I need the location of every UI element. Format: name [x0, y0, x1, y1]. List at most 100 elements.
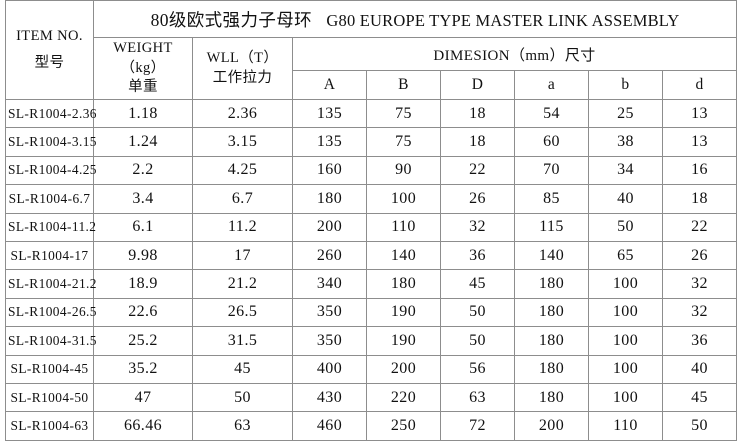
cell-d: 36	[440, 240, 515, 271]
cell-b: 190	[366, 297, 441, 328]
cell-d: 32	[661, 269, 738, 299]
cell-item-no: SL-R1004-21.2	[5, 269, 97, 299]
cell-d: 45	[440, 269, 515, 299]
cell-a: 115	[514, 212, 589, 242]
cell-d: 63	[440, 382, 515, 413]
header-dim-b-lower: b	[588, 70, 663, 100]
cell-d: 26	[440, 184, 515, 214]
table-row: SL-R1004-21.2 18.9 21.2 340 180 45 180 100 32	[5, 269, 738, 299]
cell-wll: 6.7	[192, 184, 293, 214]
cell-b: 75	[366, 127, 441, 157]
cell-a: 160	[292, 155, 367, 186]
cell-b: 100	[588, 382, 663, 413]
cell-b: 40	[588, 184, 663, 214]
cell-weight: 22.6	[93, 297, 193, 328]
cell-a: 180	[514, 269, 589, 299]
table-row: SL-R1004-2.36 1.18 2.36 135 75 18 54 25 13	[5, 98, 738, 129]
cell-d: 22	[440, 155, 515, 186]
cell-b: 100	[588, 297, 663, 328]
cell-a: 180	[292, 184, 367, 214]
table-title: 80级欧式强力子母环 G80 EUROPE TYPE MASTER LINK A…	[92, 0, 738, 38]
cell-weight: 35.2	[93, 354, 193, 384]
cell-d: 18	[440, 98, 515, 129]
cell-weight: 66.46	[93, 411, 193, 441]
table-row: SL-R1004-50 47 50 430 220 63 180 100 45	[5, 382, 738, 413]
cell-a: 340	[292, 269, 367, 299]
cell-a: 135	[292, 98, 367, 129]
cell-b: 34	[588, 155, 663, 186]
table-row: SL-R1004-17 9.98 17 260 140 36 140 65 26	[5, 240, 738, 271]
table-row: SL-R1004-26.5 22.6 26.5 350 190 50 180 100 32	[5, 297, 738, 328]
header-wll-en: WLL（T）	[206, 49, 279, 66]
cell-d: 72	[440, 411, 515, 441]
cell-wll: 11.2	[192, 212, 293, 242]
table-row: SL-R1004-45 35.2 45 400 200 56 180 100 40	[5, 354, 738, 384]
header-dim-d-upper: D	[440, 70, 515, 100]
table-title-en: G80 EUROPE TYPE MASTER LINK ASSEMBLY	[326, 10, 680, 30]
cell-a: 200	[292, 212, 367, 242]
cell-item-no: SL-R1004-63	[5, 411, 94, 441]
header-wll-cn: 工作拉力	[212, 69, 273, 86]
cell-d: 50	[440, 297, 515, 328]
cell-b: 220	[366, 382, 441, 413]
table-row: SL-R1004-31.5 25.2 31.5 350 190 50 180 100 36	[5, 326, 738, 356]
cell-d: 56	[440, 354, 515, 384]
cell-item-no: SL-R1004-31.5	[5, 326, 97, 356]
cell-d: 32	[440, 212, 515, 242]
cell-d: 13	[661, 127, 738, 157]
cell-wll: 26.5	[192, 297, 293, 328]
cell-a: 140	[514, 240, 589, 271]
cell-a: 430	[292, 382, 367, 413]
cell-d: 45	[661, 382, 738, 413]
cell-weight: 47	[93, 382, 193, 413]
header-dimension: DIMESION（mm）尺寸	[291, 37, 738, 71]
cell-b: 38	[588, 127, 663, 157]
cell-a: 180	[514, 326, 589, 356]
cell-wll: 50	[192, 382, 293, 413]
cell-b: 100	[588, 269, 663, 299]
header-sub-row: A B D a b d	[6, 70, 738, 100]
cell-wll: 45	[192, 354, 293, 384]
cell-wll: 2.36	[192, 98, 293, 129]
cell-weight: 2.2	[93, 155, 193, 186]
cell-d: 16	[661, 155, 738, 186]
header-item-no-cn: 型号	[34, 55, 65, 71]
cell-weight: 1.24	[93, 127, 193, 157]
cell-wll: 4.25	[192, 155, 293, 186]
cell-wll: 21.2	[192, 269, 293, 299]
header-wll: WLL（T） 工作拉力	[192, 37, 293, 100]
cell-b: 25	[588, 98, 663, 129]
header-weight-cn: 单重	[128, 79, 158, 96]
cell-item-no: SL-R1004-2.36	[5, 98, 97, 129]
cell-b: 250	[366, 411, 441, 441]
header-dim-d-lower: d	[661, 70, 738, 100]
header-item-no-en: ITEM NO.	[16, 28, 83, 45]
cell-d: 22	[661, 212, 738, 242]
cell-d: 18	[661, 184, 738, 214]
cell-d: 50	[440, 326, 515, 356]
cell-wll: 3.15	[192, 127, 293, 157]
cell-wll: 17	[192, 240, 293, 271]
cell-a: 350	[292, 326, 367, 356]
cell-b: 65	[588, 240, 663, 271]
cell-a: 180	[514, 297, 589, 328]
cell-d: 32	[661, 297, 738, 328]
header-weight-en: WEIGHT（kg）	[113, 40, 173, 76]
cell-weight: 1.18	[93, 98, 193, 129]
cell-b: 200	[366, 354, 441, 384]
cell-d: 40	[661, 354, 738, 384]
cell-b: 190	[366, 326, 441, 356]
cell-b: 75	[366, 98, 441, 129]
specification-table: ITEM NO. 型号 80级欧式强力子母环 G80 EUROPE TYPE M…	[5, 0, 738, 441]
cell-weight: 25.2	[93, 326, 193, 356]
cell-weight: 9.98	[93, 240, 193, 271]
header-dim-a: A	[292, 70, 367, 100]
cell-a: 54	[514, 98, 589, 129]
table-row: SL-R1004-4.25 2.2 4.25 160 90 22 70 34 16	[5, 155, 738, 186]
cell-b: 180	[366, 269, 441, 299]
cell-weight: 3.4	[93, 184, 193, 214]
cell-d: 26	[661, 240, 738, 271]
cell-weight: 6.1	[93, 212, 193, 242]
cell-d: 18	[440, 127, 515, 157]
cell-a: 350	[292, 297, 367, 328]
